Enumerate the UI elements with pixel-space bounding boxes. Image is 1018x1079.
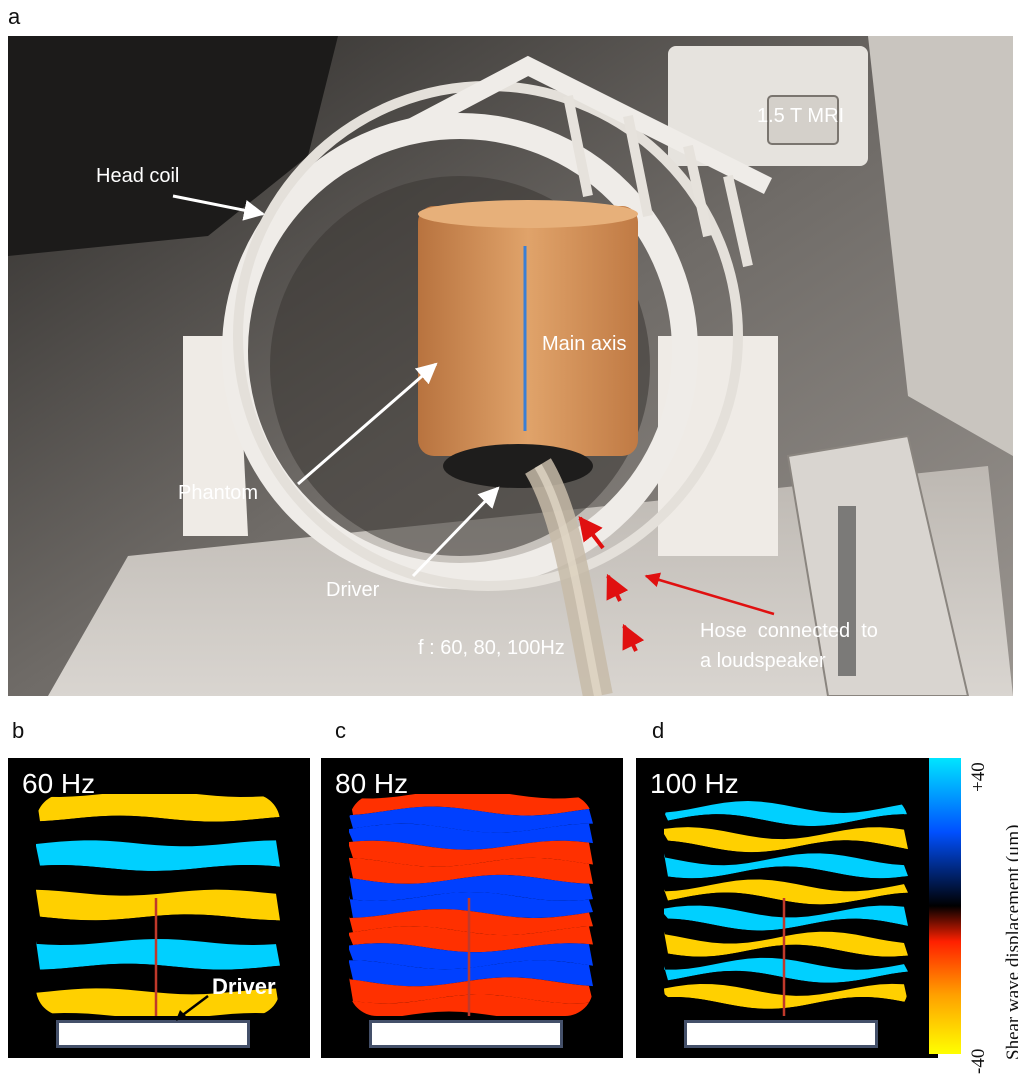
- wave-band: [664, 944, 908, 970]
- wave-pattern: [36, 794, 280, 1016]
- wave-band: [664, 957, 908, 983]
- wave-band: [36, 939, 280, 970]
- wave-band: [664, 918, 908, 944]
- wave-panel-60hz: 60 Hz Driver: [8, 758, 310, 1058]
- frequency-title: 80 Hz: [335, 768, 409, 799]
- wave-band: [349, 874, 593, 901]
- wave-band: [664, 879, 908, 905]
- wave-band: [664, 801, 908, 827]
- panel-label-d: d: [652, 718, 665, 743]
- wave-band: [36, 865, 280, 896]
- colorbar-title: Shear wave displacement (μm): [1003, 824, 1018, 1060]
- wave-band: [664, 970, 908, 996]
- wave-band: [664, 931, 908, 957]
- wave-band: [664, 853, 908, 879]
- frequency-label: f : 60, 80, 100Hz: [418, 637, 565, 659]
- driver-box: [684, 1020, 878, 1048]
- wave-band: [36, 815, 280, 847]
- wave-band: [349, 977, 593, 1004]
- wave-band: [664, 840, 908, 866]
- panel-label-b: b: [12, 718, 25, 743]
- wave-band: [349, 909, 593, 936]
- frequency-title: 100 Hz: [650, 768, 739, 799]
- wave-pattern: [349, 794, 593, 1016]
- wave-band: [36, 988, 280, 1016]
- wave-band: [349, 891, 593, 919]
- wave-band: [36, 963, 280, 995]
- wave-band: [349, 840, 593, 867]
- driver-annotation: Driver: [212, 974, 276, 999]
- wave-band: [349, 943, 593, 970]
- driver-arrow: [175, 995, 209, 1021]
- hose-label-line1: Hose connected to: [700, 620, 878, 642]
- wave-band: [664, 905, 908, 931]
- phantom-label: Phantom: [178, 482, 258, 504]
- colorbar-max-label: +40: [968, 762, 989, 792]
- wave-band: [349, 926, 593, 953]
- displacement-colorbar: [929, 758, 961, 1054]
- wave-band: [36, 889, 280, 921]
- wave-band: [349, 823, 593, 850]
- driver-box: [56, 1020, 250, 1048]
- wave-panel-100hz: 100 Hz: [636, 758, 938, 1058]
- hose-label-line2: a loudspeaker: [700, 650, 826, 672]
- panel-label-c: c: [335, 718, 346, 743]
- wave-band: [664, 892, 908, 918]
- wave-band: [664, 996, 908, 1016]
- wave-band: [349, 960, 593, 987]
- colorbar-min-label: -40: [968, 1048, 989, 1074]
- mri-label: 1.5 T MRI: [757, 105, 844, 127]
- wave-band: [664, 827, 908, 853]
- wave-band: [664, 983, 908, 1009]
- wave-band: [36, 840, 280, 871]
- wave-band: [664, 814, 908, 840]
- panel-label-a: a: [8, 4, 21, 29]
- mri-setup-photo: Head coil 1.5 T MRI Main axis Phantom Dr…: [8, 36, 1013, 696]
- driver-box: [369, 1020, 563, 1048]
- frequency-title: 60 Hz: [22, 768, 96, 799]
- wave-band: [36, 794, 280, 822]
- wave-band: [36, 914, 280, 945]
- wave-band: [349, 994, 593, 1016]
- wave-band: [664, 794, 908, 813]
- wave-band: [349, 806, 593, 833]
- wave-panel-80hz: 80 Hz: [321, 758, 623, 1058]
- wave-pattern: [664, 794, 908, 1016]
- wave-band: [664, 866, 908, 892]
- main-axis-label: Main axis: [542, 333, 626, 355]
- wave-band: [349, 857, 593, 884]
- head-coil-label: Head coil: [96, 165, 179, 187]
- driver-label: Driver: [326, 579, 380, 601]
- wave-band: [349, 794, 593, 816]
